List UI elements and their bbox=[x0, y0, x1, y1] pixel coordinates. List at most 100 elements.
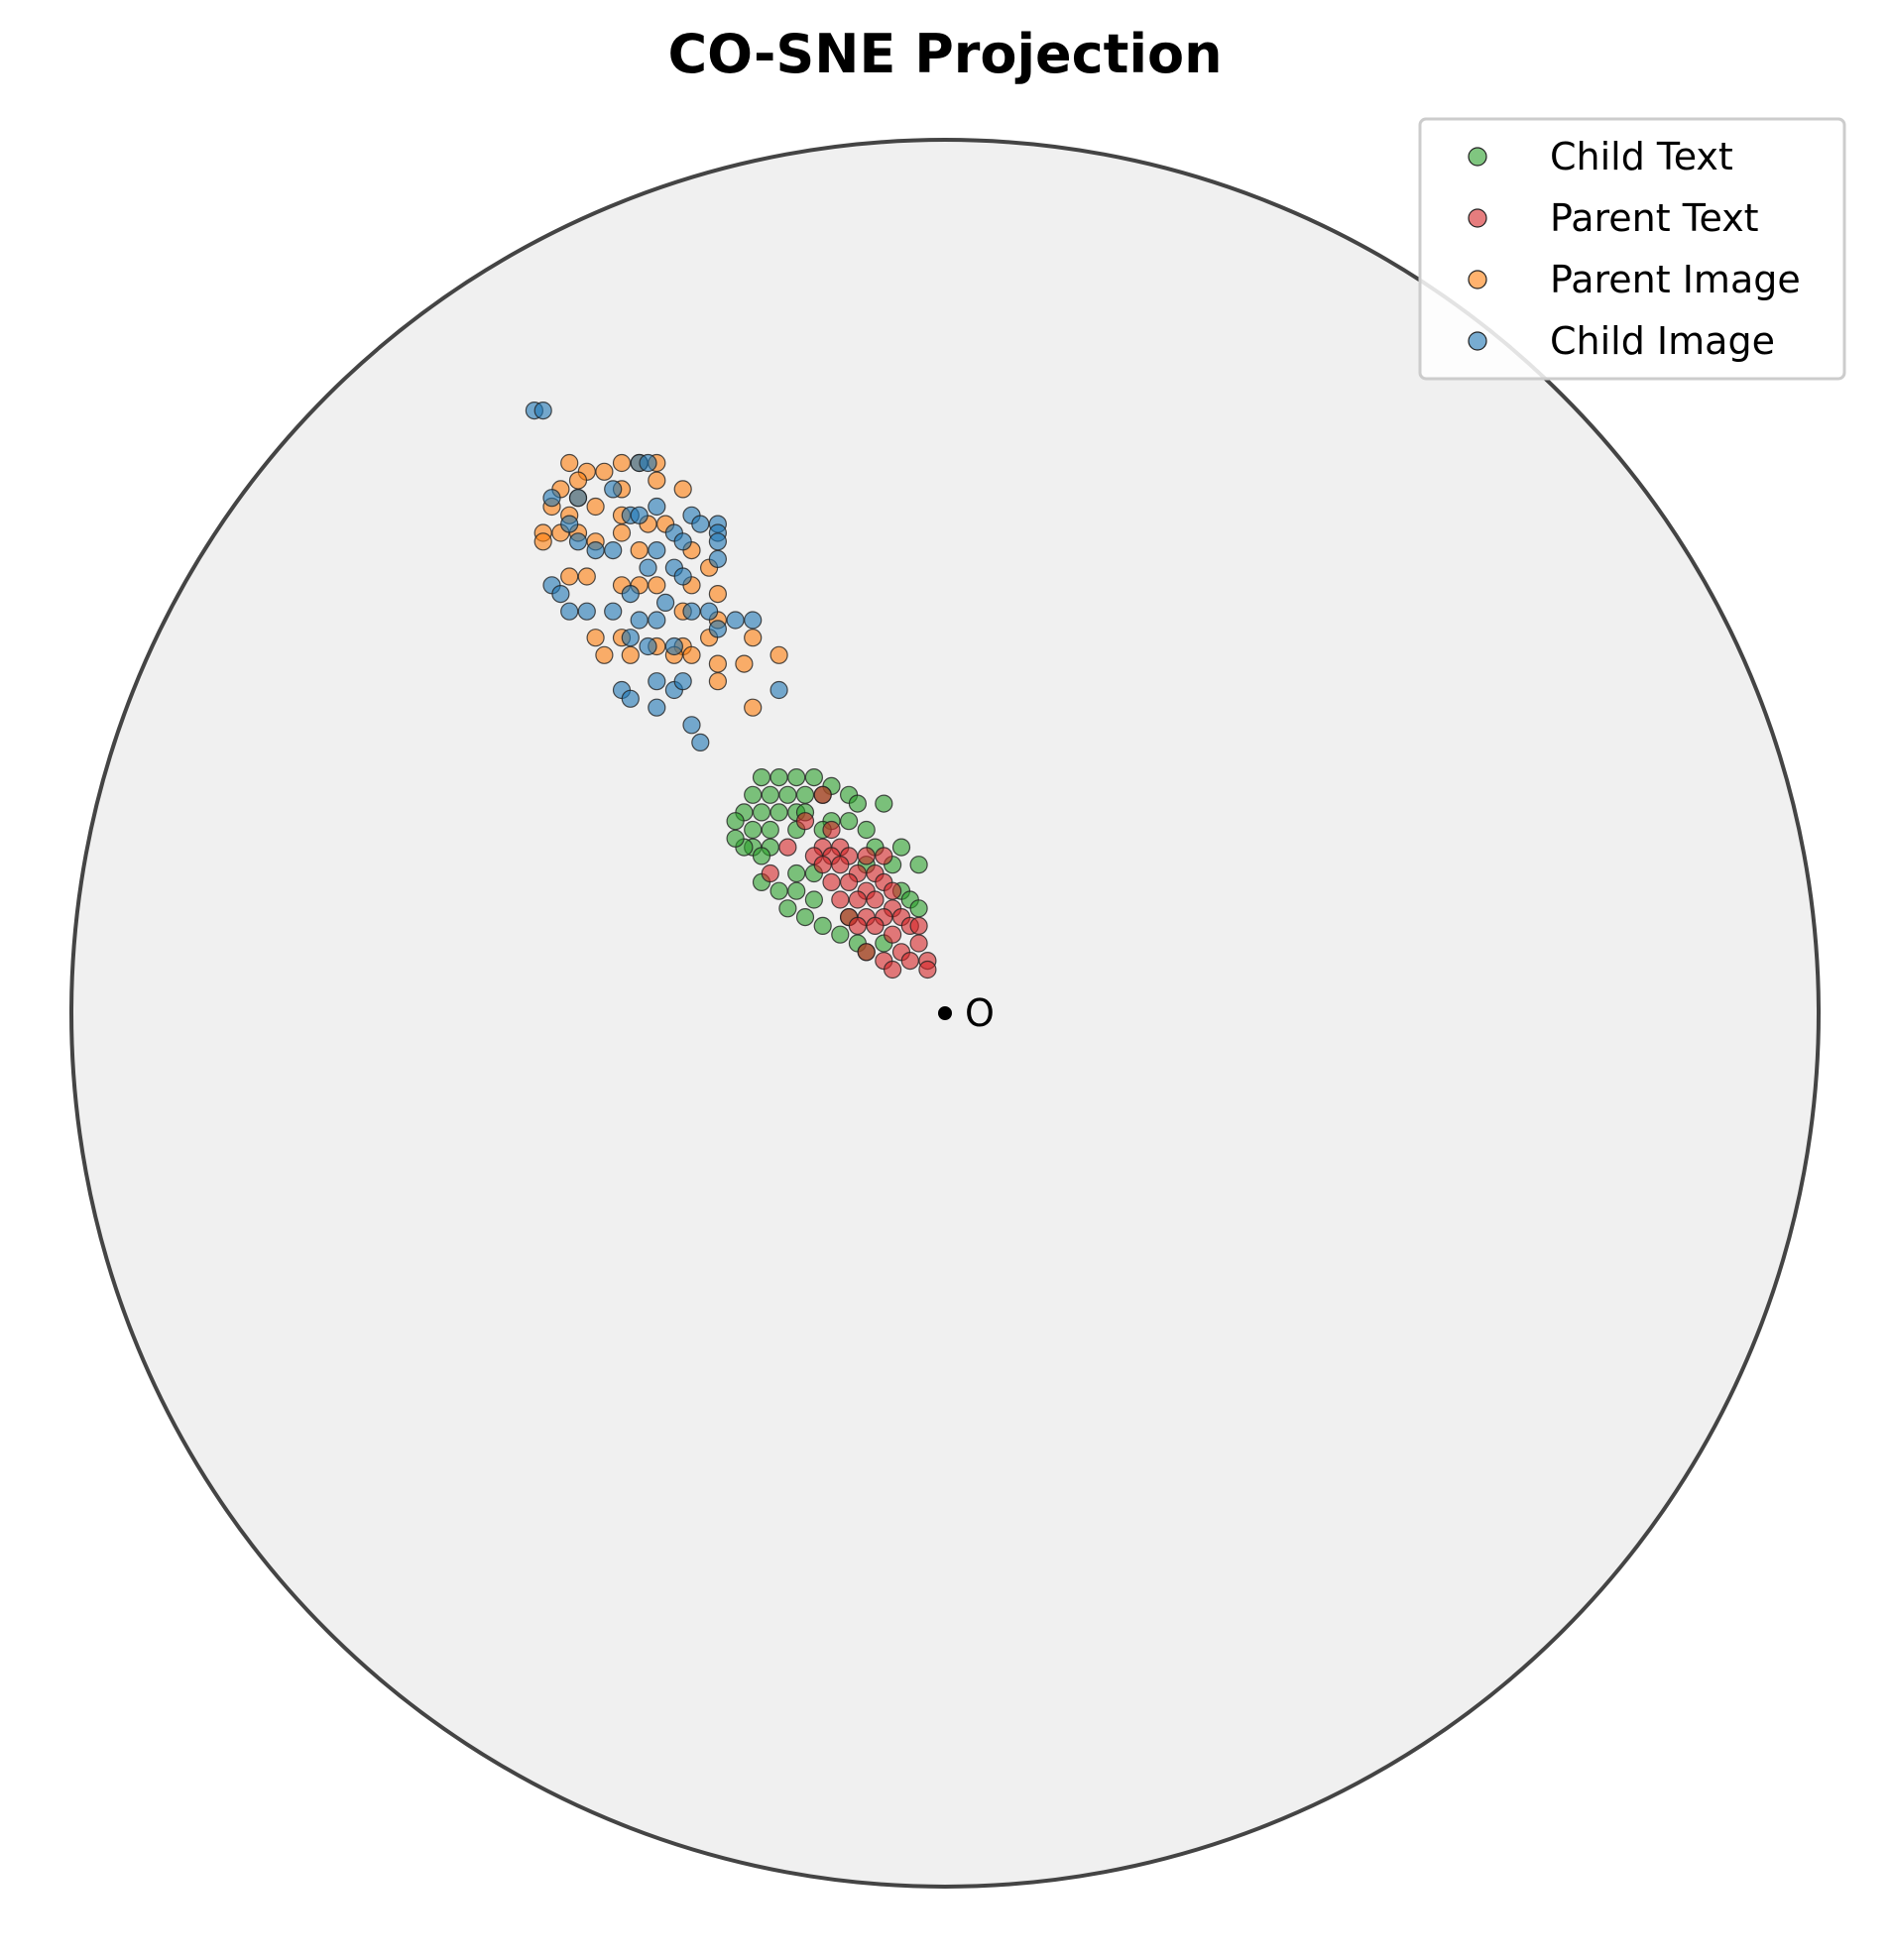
data-point bbox=[857, 847, 876, 865]
chart-title: CO-SNE Projection bbox=[667, 23, 1222, 85]
data-point bbox=[909, 934, 928, 953]
data-point bbox=[639, 453, 657, 473]
data-point bbox=[612, 523, 632, 542]
data-point bbox=[744, 820, 763, 840]
data-point bbox=[648, 471, 666, 490]
data-point bbox=[586, 540, 605, 560]
legend-label: Child Text bbox=[1550, 135, 1733, 178]
data-point bbox=[708, 532, 728, 551]
data-point bbox=[883, 925, 902, 944]
legend-marker bbox=[1468, 270, 1487, 289]
data-point bbox=[866, 916, 885, 936]
data-point bbox=[795, 907, 815, 927]
legend-label: Child Image bbox=[1550, 319, 1775, 363]
data-point bbox=[621, 689, 640, 708]
data-point bbox=[778, 785, 797, 804]
data-point bbox=[648, 698, 666, 717]
data-point bbox=[586, 629, 605, 647]
data-point bbox=[900, 951, 919, 971]
legend-marker bbox=[1468, 208, 1487, 228]
data-point bbox=[795, 812, 815, 831]
data-point bbox=[648, 576, 666, 595]
data-point bbox=[875, 847, 893, 865]
data-point bbox=[875, 794, 893, 813]
data-point bbox=[639, 636, 657, 656]
data-point bbox=[883, 881, 902, 900]
data-point bbox=[655, 593, 675, 613]
data-point bbox=[708, 672, 728, 691]
data-point bbox=[673, 480, 692, 499]
data-point bbox=[744, 698, 763, 717]
data-point bbox=[918, 960, 937, 980]
data-point bbox=[648, 497, 666, 517]
data-point bbox=[787, 881, 806, 900]
data-point bbox=[630, 506, 649, 524]
data-point bbox=[621, 584, 640, 604]
data-point bbox=[560, 515, 579, 533]
data-point bbox=[752, 847, 771, 865]
data-point bbox=[691, 515, 710, 533]
data-point bbox=[560, 453, 579, 473]
data-point bbox=[699, 602, 719, 621]
data-point bbox=[813, 785, 832, 804]
data-point bbox=[769, 881, 788, 900]
legend-label: Parent Text bbox=[1550, 196, 1759, 240]
data-point bbox=[708, 549, 728, 569]
data-point bbox=[848, 794, 868, 813]
data-point bbox=[621, 629, 640, 647]
data-point bbox=[726, 812, 745, 831]
data-point bbox=[761, 864, 779, 883]
data-point bbox=[883, 960, 902, 980]
data-point bbox=[752, 767, 771, 787]
origin-marker bbox=[938, 1006, 952, 1020]
data-point bbox=[595, 645, 614, 664]
data-point bbox=[630, 540, 649, 560]
series-parent-text bbox=[761, 785, 937, 980]
data-point bbox=[804, 890, 824, 909]
data-point bbox=[735, 654, 754, 673]
data-point bbox=[857, 820, 876, 840]
data-point bbox=[822, 820, 841, 840]
data-point bbox=[778, 838, 797, 857]
data-point bbox=[708, 620, 728, 638]
data-point bbox=[857, 943, 876, 962]
data-point bbox=[909, 856, 928, 874]
data-point bbox=[769, 767, 788, 787]
data-point bbox=[551, 584, 570, 604]
legend-marker bbox=[1468, 147, 1487, 167]
data-point bbox=[560, 602, 579, 621]
data-point bbox=[691, 733, 710, 752]
data-point bbox=[761, 785, 779, 804]
data-point bbox=[604, 602, 623, 621]
data-point bbox=[839, 872, 859, 892]
data-point bbox=[648, 672, 666, 691]
data-point bbox=[822, 872, 841, 892]
origin-label: O bbox=[965, 991, 995, 1035]
legend-marker bbox=[1468, 331, 1487, 351]
data-point bbox=[831, 890, 850, 909]
data-point bbox=[848, 890, 868, 909]
data-point bbox=[848, 916, 868, 936]
legend-label: Parent Image bbox=[1550, 258, 1801, 301]
data-point bbox=[726, 611, 745, 630]
data-point bbox=[648, 611, 666, 630]
data-point bbox=[708, 654, 728, 673]
data-point bbox=[752, 803, 771, 822]
data-point bbox=[586, 497, 605, 517]
data-point bbox=[726, 829, 745, 848]
data-point bbox=[630, 611, 649, 630]
legend-frame bbox=[1418, 117, 1846, 381]
data-point bbox=[542, 489, 561, 508]
data-point bbox=[533, 532, 552, 551]
data-point bbox=[787, 864, 806, 883]
data-point bbox=[769, 803, 788, 822]
data-point bbox=[595, 462, 614, 481]
data-point bbox=[866, 890, 885, 909]
scatter-points bbox=[525, 402, 937, 980]
series-child-image bbox=[525, 402, 788, 752]
data-point bbox=[673, 567, 692, 586]
data-point bbox=[787, 767, 806, 787]
data-point bbox=[577, 567, 596, 586]
data-point bbox=[813, 856, 832, 874]
